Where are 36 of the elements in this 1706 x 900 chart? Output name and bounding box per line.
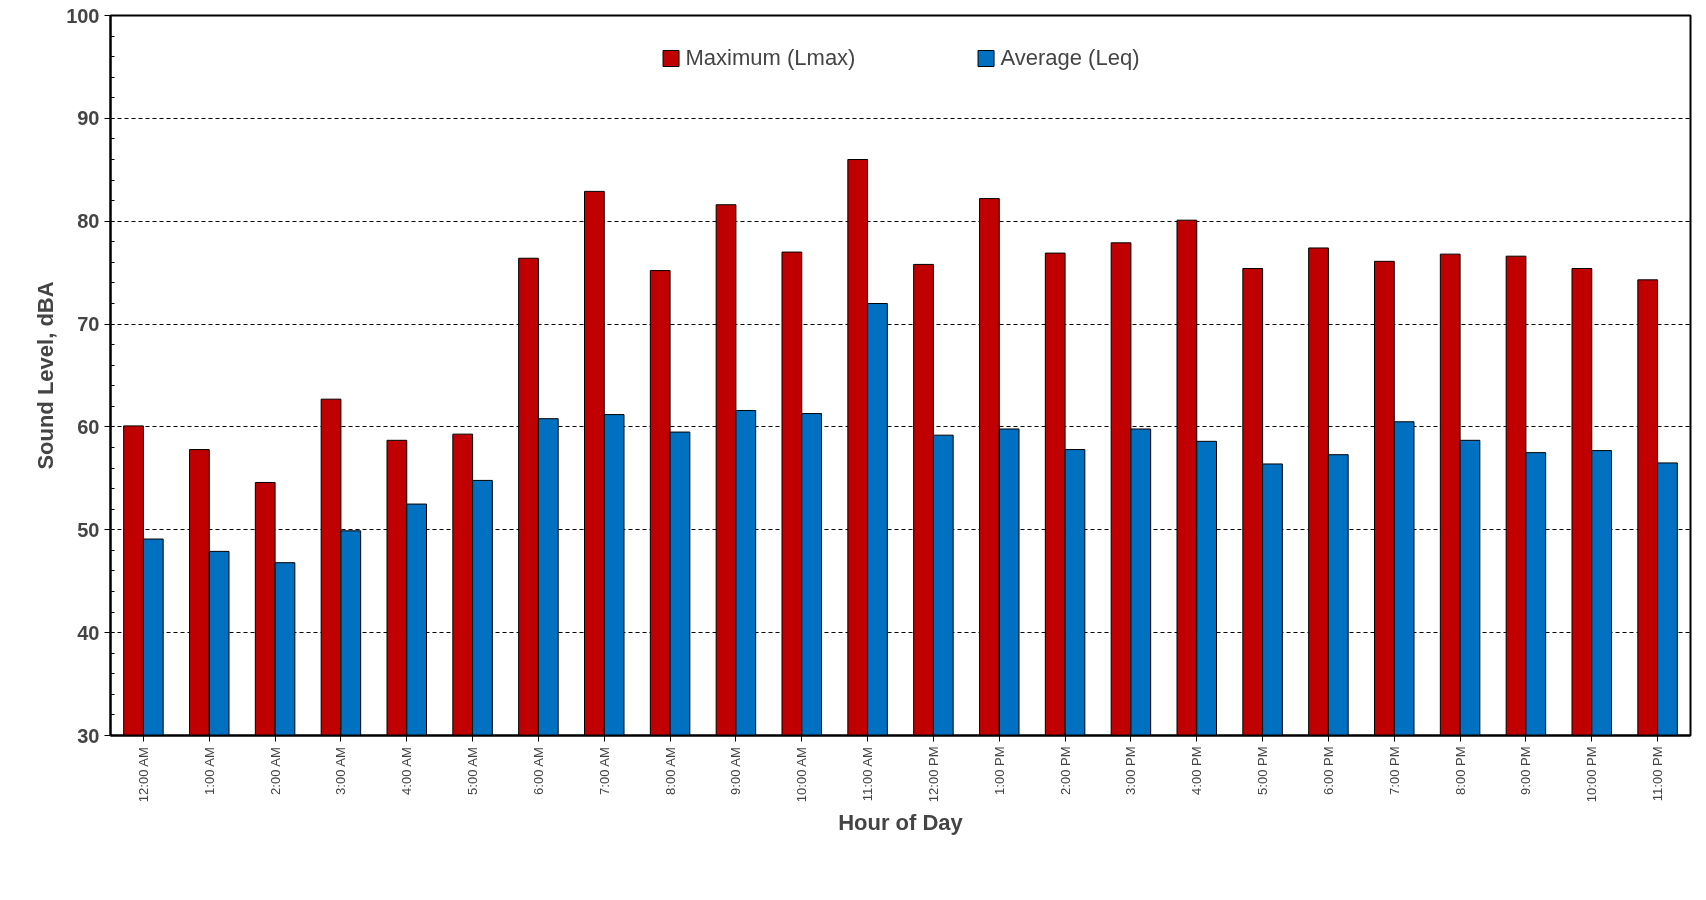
y-tick-label: 70 [77, 313, 100, 336]
x-tick-label: 8:00 PM [1452, 746, 1468, 795]
x-tick-label: 4:00 PM [1189, 746, 1205, 795]
x-tick-label: 3:00 PM [1123, 746, 1139, 795]
x-tick-label: 10:00 PM [1584, 746, 1600, 803]
y-tick-label: 90 [77, 107, 100, 130]
x-tick-label: 12:00 AM [135, 747, 151, 803]
x-tick-label: 4:00 AM [399, 747, 415, 795]
y-tick-label: 60 [77, 415, 100, 438]
y-tick-label: 80 [77, 210, 100, 233]
x-tick-label: 6:00 PM [1320, 746, 1336, 795]
x-axis-title: Hour of Day [838, 810, 964, 836]
x-tick-label: 10:00 AM [794, 747, 810, 803]
x-tick-label: 5:00 PM [1255, 746, 1271, 795]
x-tick-label: 6:00 AM [530, 747, 546, 795]
x-tick-label: 2:00 PM [1057, 746, 1073, 795]
x-tick-label: 8:00 AM [662, 747, 678, 795]
x-tick-label: 5:00 AM [465, 747, 481, 795]
x-tick-label: 11:00 AM [860, 747, 876, 802]
x-tick-label: 2:00 AM [267, 747, 283, 795]
y-tick-label: 40 [77, 621, 100, 644]
x-tick-label: 12:00 PM [925, 746, 941, 803]
y-axis-title: Sound Level, dBA [33, 281, 59, 470]
x-tick-label: 9:00 PM [1518, 746, 1534, 795]
x-tick-label: 7:00 AM [596, 747, 612, 795]
legend-label: Average (Leq) [1000, 45, 1140, 71]
legend-label: Maximum (Lmax) [685, 45, 856, 71]
x-tick-label: 7:00 PM [1386, 746, 1402, 795]
x-tick-label: 11:00 PM [1650, 746, 1666, 802]
y-tick-label: 30 [77, 724, 100, 747]
x-tick-label: 1:00 AM [201, 747, 217, 795]
x-tick-label: 1:00 PM [991, 746, 1007, 795]
x-tick-label: 9:00 AM [728, 747, 744, 795]
y-tick-label: 100 [66, 4, 100, 27]
x-tick-label: 3:00 AM [333, 747, 349, 795]
y-tick-label: 50 [77, 518, 100, 541]
